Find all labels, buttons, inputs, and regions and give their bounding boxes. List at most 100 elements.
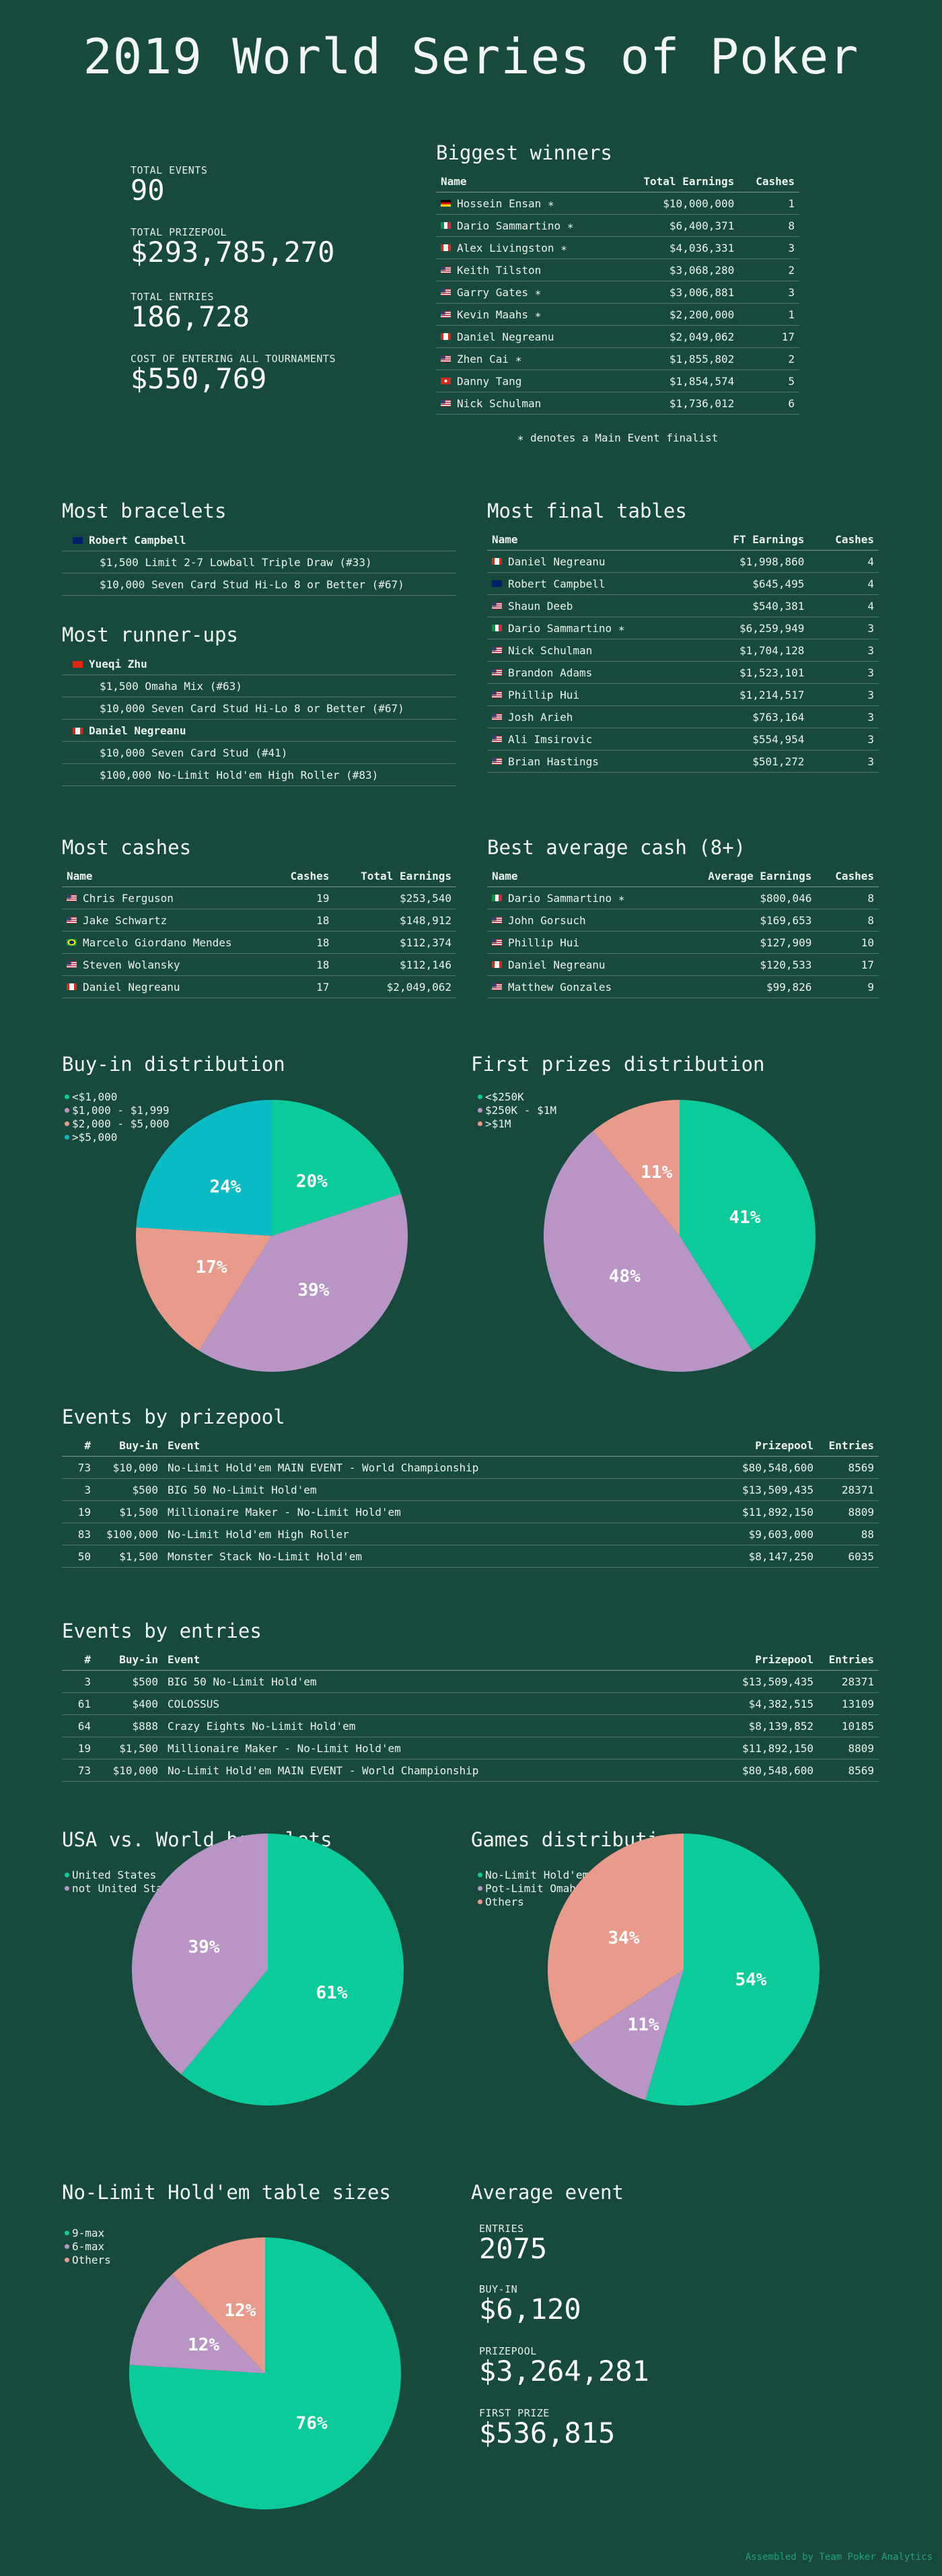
flag-icon-au — [73, 536, 83, 544]
legend-item: No-Limit Hold'em — [478, 1869, 589, 1882]
legend-item: United States — [65, 1869, 182, 1882]
chart-title-buyin-distribution: Buy-in distribution — [62, 1053, 285, 1076]
main-event-finalist-icon: ∗ — [612, 621, 625, 635]
cashes-cell: 1 — [739, 192, 799, 215]
player-name: Jake Schwartz — [83, 913, 168, 927]
col-header: Event — [163, 1649, 687, 1671]
event-name-cell: BIG 50 No-Limit Hold'em — [163, 1478, 687, 1501]
stat-label: TOTAL ENTRIES — [131, 291, 214, 303]
table-row: Robert Campbell $645,495 4 — [487, 572, 879, 595]
stat-label: TOTAL PRIZEPOOL — [131, 226, 227, 238]
player-name: Garry Gates — [457, 285, 528, 299]
col-header: Cashes — [275, 866, 334, 887]
col-header: Prizepool — [686, 1435, 818, 1457]
stat-value: $3,264,281 — [479, 2355, 649, 2388]
events-by-prizepool-table: # Buy-in Event Prizepool Entries 73 $10,0… — [62, 1435, 879, 1568]
buyin-cell: $10,000 — [96, 1456, 163, 1479]
flag-icon-us — [492, 669, 502, 676]
pie-data-label: 24% — [209, 1177, 241, 1197]
entries-cell: 28371 — [818, 1670, 879, 1693]
player-name-cell: Dario Sammartino ∗ — [487, 886, 671, 909]
prizepool-cell: $13,509,435 — [686, 1478, 818, 1501]
entries-cell: 8809 — [818, 1737, 879, 1760]
avg-buyin: BUY-IN $6,120 — [479, 2283, 581, 2324]
player-name: Chris Ferguson — [83, 891, 174, 905]
cashes-cell: 8 — [816, 886, 879, 909]
cashes-cell: 8 — [816, 909, 879, 932]
table-row: Nick Schulman $1,704,128 3 — [487, 639, 879, 662]
player-name-cell: Marcelo Giordano Mendes — [62, 931, 275, 954]
cashes-cell: 5 — [739, 370, 799, 392]
earnings-cell: $554,954 — [692, 728, 809, 751]
player-name: Phillip Hui — [508, 936, 579, 949]
flag-icon-br — [67, 939, 77, 946]
table-row: John Gorsuch $169,653 8 — [487, 909, 879, 932]
cashes-cell: 19 — [275, 886, 334, 909]
pie-data-label: 48% — [609, 1266, 641, 1286]
table-row: 83 $100,000 No-Limit Hold'em High Roller $9… — [62, 1523, 879, 1545]
table-row: Dario Sammartino ∗ $6,259,949 3 — [487, 617, 879, 639]
col-header: Name — [487, 529, 693, 551]
earnings-cell: $148,912 — [334, 909, 456, 932]
table-row: 73 $10,000 No-Limit Hold'em MAIN EVENT - W… — [62, 1759, 879, 1782]
player-name-cell: Daniel Negreanu — [487, 953, 671, 976]
player-name-cell: Alex Livingston ∗ — [436, 236, 614, 259]
event-number-cell: 19 — [62, 1737, 96, 1760]
pie-data-label: 61% — [316, 1983, 348, 2003]
list-item-event: $10,000 Seven Card Stud Hi-Lo 8 or Bette… — [62, 697, 456, 720]
pie-data-label: 17% — [196, 1257, 227, 1278]
event-number-cell: 19 — [62, 1500, 96, 1523]
entries-cell: 10185 — [818, 1714, 879, 1737]
pie-data-label: 11% — [628, 2015, 659, 2035]
earnings-cell: $501,272 — [692, 750, 809, 773]
player-name-cell: Steven Wolansky — [62, 953, 275, 976]
flag-icon-ca — [441, 333, 451, 340]
table-row: Steven Wolansky 18 $112,146 — [62, 953, 456, 976]
player-name-cell: Chris Ferguson — [62, 886, 275, 909]
earnings-cell: $1,704,128 — [692, 639, 809, 662]
player-name: Brandon Adams — [508, 666, 593, 679]
main-event-finalist-icon: ∗ — [528, 308, 542, 321]
pie-chart-buyin: 20% 39% 17% 24% — [136, 1100, 408, 1372]
buyin-cell: $1,500 — [96, 1500, 163, 1523]
legend-item: >$1M — [478, 1117, 556, 1131]
player-name: Daniel Negreanu — [508, 555, 606, 568]
player-name: Keith Tilston — [457, 263, 542, 277]
events-by-entries-table: # Buy-in Event Prizepool Entries 3 $500 BI… — [62, 1649, 879, 1782]
stat-label: ENTRIES — [479, 2223, 524, 2235]
event-number-cell: 73 — [62, 1456, 96, 1479]
list-item-event: $10,000 Seven Card Stud Hi-Lo 8 or Bette… — [62, 573, 456, 596]
list-item-event: $1,500 Limit 2-7 Lowball Triple Draw (#3… — [62, 551, 456, 573]
pie-data-label: 20% — [296, 1171, 328, 1191]
list-item-player: Daniel Negreanu — [62, 720, 456, 742]
pie-slice — [132, 1834, 268, 2075]
legend-label: $250K - $1M — [485, 1104, 556, 1117]
table-row: Dario Sammartino ∗ $6,400,371 8 — [436, 214, 799, 237]
flag-icon-us — [492, 939, 502, 946]
earnings-cell: $2,049,062 — [614, 325, 739, 348]
footer-credit: Assembled by Team Poker Analytics — [745, 2552, 933, 2563]
player-name: Daniel Negreanu — [457, 330, 554, 343]
player-name-cell: Garry Gates ∗ — [436, 281, 614, 304]
flag-icon-it — [492, 895, 502, 901]
player-name: Josh Arieh — [508, 710, 573, 724]
player-name: Danny Tang — [457, 374, 522, 388]
legend-label: Pot-Limit Omaha — [485, 1882, 583, 1895]
event-name-cell: No-Limit Hold'em MAIN EVENT - World Cham… — [163, 1759, 687, 1782]
prizepool-cell: $8,147,250 — [686, 1545, 818, 1568]
player-name: Phillip Hui — [508, 688, 579, 701]
table-row: Jake Schwartz 18 $148,912 — [62, 909, 456, 932]
main-event-finalist-icon: ∗ — [509, 352, 522, 365]
table-row: Brian Hastings $501,272 3 — [487, 750, 879, 773]
legend-item: 9-max — [65, 2227, 111, 2240]
table-row: 3 $500 BIG 50 No-Limit Hold'em $13,509,435 2… — [62, 1670, 879, 1693]
legend-first-prizes: <$250K $250K - $1M >$1M — [478, 1090, 556, 1131]
player-name: Zhen Cai — [457, 352, 509, 365]
event-name-cell: BIG 50 No-Limit Hold'em — [163, 1670, 687, 1693]
col-header: Name — [436, 171, 614, 193]
col-header: # — [62, 1649, 96, 1671]
table-row: 73 $10,000 No-Limit Hold'em MAIN EVENT - W… — [62, 1456, 879, 1479]
legend-swatch — [65, 2231, 69, 2235]
flag-icon-us — [492, 917, 502, 924]
chart-title-nlhe-table-sizes: No-Limit Hold'em table sizes — [62, 2181, 391, 2204]
